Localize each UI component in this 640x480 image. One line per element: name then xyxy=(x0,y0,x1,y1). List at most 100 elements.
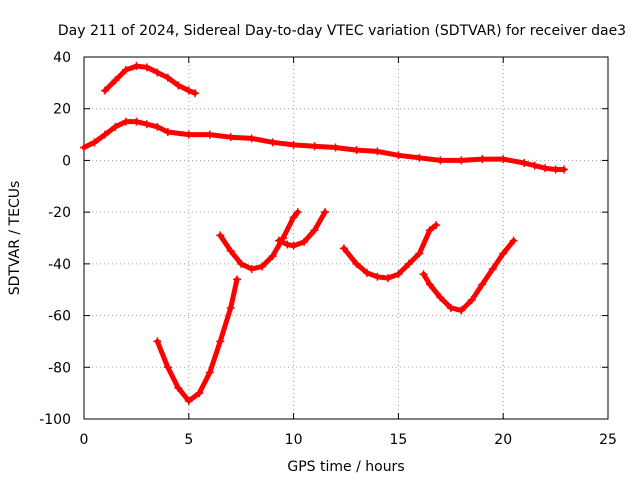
data-point xyxy=(153,122,162,131)
x-tick-label: 0 xyxy=(80,432,89,448)
series-line xyxy=(102,63,198,96)
data-point xyxy=(300,237,309,246)
data-point xyxy=(205,130,214,139)
data-point xyxy=(226,303,235,312)
data-point xyxy=(331,143,340,152)
data-point xyxy=(274,236,283,245)
y-axis: 40 20 0 -20 -40 -60 -80 -100 xyxy=(39,50,608,428)
y-tick-label: 0 xyxy=(62,153,71,169)
data-point xyxy=(541,164,550,173)
y-tick-label: 40 xyxy=(53,50,71,66)
data-point xyxy=(425,226,434,235)
x-tick-label: 20 xyxy=(494,432,512,448)
y-tick-label: -40 xyxy=(48,257,71,273)
data-point xyxy=(457,156,466,165)
x-tick-label: 25 xyxy=(599,432,617,448)
data-point xyxy=(268,252,277,261)
y-tick-label: 20 xyxy=(53,102,71,118)
data-point xyxy=(362,268,371,277)
y-tick-label: -60 xyxy=(48,309,71,325)
y-tick-label: -100 xyxy=(39,412,71,428)
data-series xyxy=(80,62,568,405)
series-track-5 xyxy=(274,208,330,250)
data-point xyxy=(195,389,204,398)
series-track-7 xyxy=(419,236,518,315)
data-point xyxy=(191,89,200,98)
data-point xyxy=(404,259,413,268)
data-point xyxy=(373,147,382,156)
data-point xyxy=(383,274,392,283)
data-point xyxy=(415,153,424,162)
data-point xyxy=(499,155,508,164)
data-point xyxy=(289,140,298,149)
data-point xyxy=(174,81,183,90)
data-point xyxy=(132,117,141,126)
data-point xyxy=(226,133,235,142)
data-point xyxy=(258,262,267,271)
data-point xyxy=(488,265,497,274)
data-point xyxy=(153,337,162,346)
series-track-2 xyxy=(80,117,568,174)
data-point xyxy=(551,165,560,174)
data-point xyxy=(478,155,487,164)
data-point xyxy=(478,280,487,289)
data-point xyxy=(216,231,225,240)
y-tick-label: -20 xyxy=(48,205,71,221)
data-point xyxy=(425,280,434,289)
data-point xyxy=(237,259,246,268)
data-point xyxy=(174,383,183,392)
y-axis-label: SDTVAR / TECUs xyxy=(7,181,23,296)
data-point xyxy=(163,127,172,136)
series-line xyxy=(154,276,240,404)
data-point xyxy=(530,161,539,170)
data-point xyxy=(121,117,130,126)
plot-frame xyxy=(83,56,609,420)
data-point xyxy=(352,146,361,155)
data-point xyxy=(184,130,193,139)
data-point xyxy=(321,208,330,217)
series-line xyxy=(421,238,517,313)
data-point xyxy=(142,120,151,129)
data-point xyxy=(184,396,193,405)
data-point xyxy=(184,86,193,95)
series-line xyxy=(217,209,301,272)
y-tick-label: -80 xyxy=(48,360,71,376)
data-point xyxy=(226,246,235,255)
x-tick-label: 15 xyxy=(389,432,407,448)
data-point xyxy=(289,241,298,250)
x-tick-label: 10 xyxy=(285,432,303,448)
data-point xyxy=(142,63,151,72)
series-track-3 xyxy=(153,275,242,405)
data-point xyxy=(132,62,141,71)
data-point xyxy=(520,159,529,168)
data-point xyxy=(499,249,508,258)
data-point xyxy=(436,293,445,302)
data-point xyxy=(289,213,298,222)
data-point xyxy=(415,249,424,258)
data-point xyxy=(121,65,130,74)
data-point xyxy=(352,259,361,268)
data-point xyxy=(436,156,445,165)
data-point xyxy=(509,236,518,245)
data-point xyxy=(163,73,172,82)
data-point xyxy=(283,240,292,249)
data-point xyxy=(394,151,403,160)
data-point xyxy=(339,244,348,253)
data-point xyxy=(247,265,256,274)
data-point xyxy=(457,306,466,315)
series-track-4 xyxy=(216,208,302,274)
data-point xyxy=(111,122,120,131)
series-line xyxy=(341,222,439,281)
series-line xyxy=(81,119,567,172)
series-track-1 xyxy=(100,62,200,98)
data-point xyxy=(247,134,256,143)
x-tick-label: 5 xyxy=(184,432,193,448)
data-point xyxy=(100,130,109,139)
data-point xyxy=(153,68,162,77)
data-point xyxy=(419,270,428,279)
data-point xyxy=(233,275,242,284)
data-point xyxy=(467,296,476,305)
x-axis-label: GPS time / hours xyxy=(287,459,404,475)
data-point xyxy=(293,208,302,217)
